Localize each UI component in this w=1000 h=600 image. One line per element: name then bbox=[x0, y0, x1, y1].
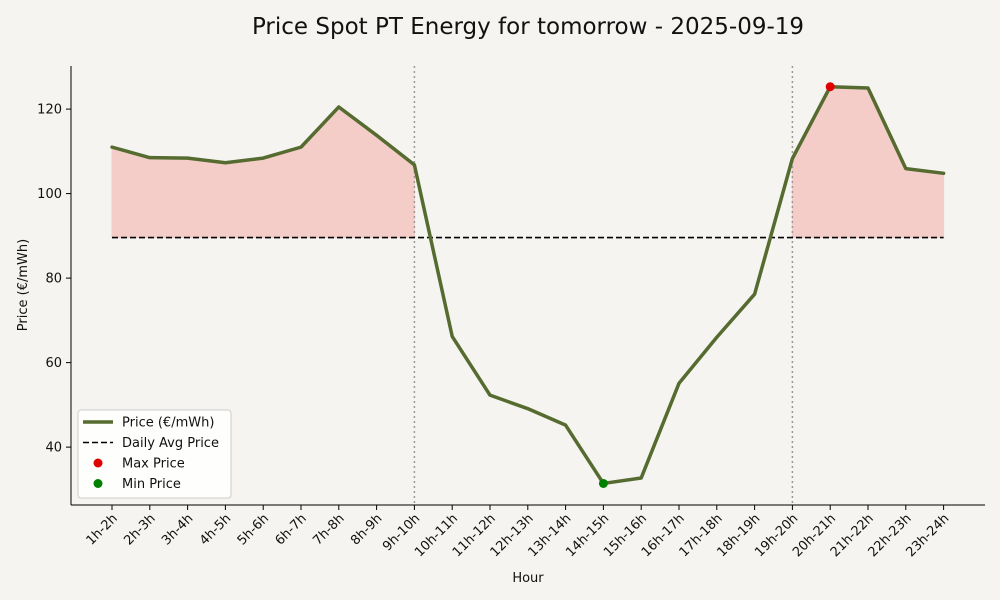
legend-label: Price (€/mWh) bbox=[122, 416, 214, 431]
y-tick-label: 80 bbox=[45, 272, 62, 287]
vertical-markers bbox=[413, 66, 794, 505]
legend-min-swatch bbox=[93, 479, 103, 488]
chart-title: Price Spot PT Energy for tomorrow - 2025… bbox=[252, 14, 804, 40]
min-price-marker bbox=[598, 478, 608, 488]
y-tick-label: 120 bbox=[37, 103, 62, 118]
y-tick-label: 100 bbox=[37, 187, 62, 202]
legend-max-swatch bbox=[93, 458, 103, 468]
max-price-marker bbox=[825, 82, 835, 92]
extreme-markers bbox=[598, 82, 835, 488]
y-tick-label: 60 bbox=[45, 356, 62, 371]
y-tick-label: 40 bbox=[45, 441, 62, 456]
legend: Price (€/mWh) Daily Avg Price Max Price Min… bbox=[77, 409, 232, 499]
legend-box bbox=[77, 409, 232, 499]
legend-label: Min Price bbox=[122, 477, 181, 492]
y-ticks: 40 60 80 100 120 bbox=[37, 103, 71, 456]
y-axis-label: Price (€/mWh) bbox=[16, 239, 31, 331]
price-series-group bbox=[110, 84, 946, 486]
x-axis-label: Hour bbox=[512, 571, 544, 586]
legend-label: Daily Avg Price bbox=[122, 436, 219, 451]
legend-label: Max Price bbox=[122, 457, 185, 472]
